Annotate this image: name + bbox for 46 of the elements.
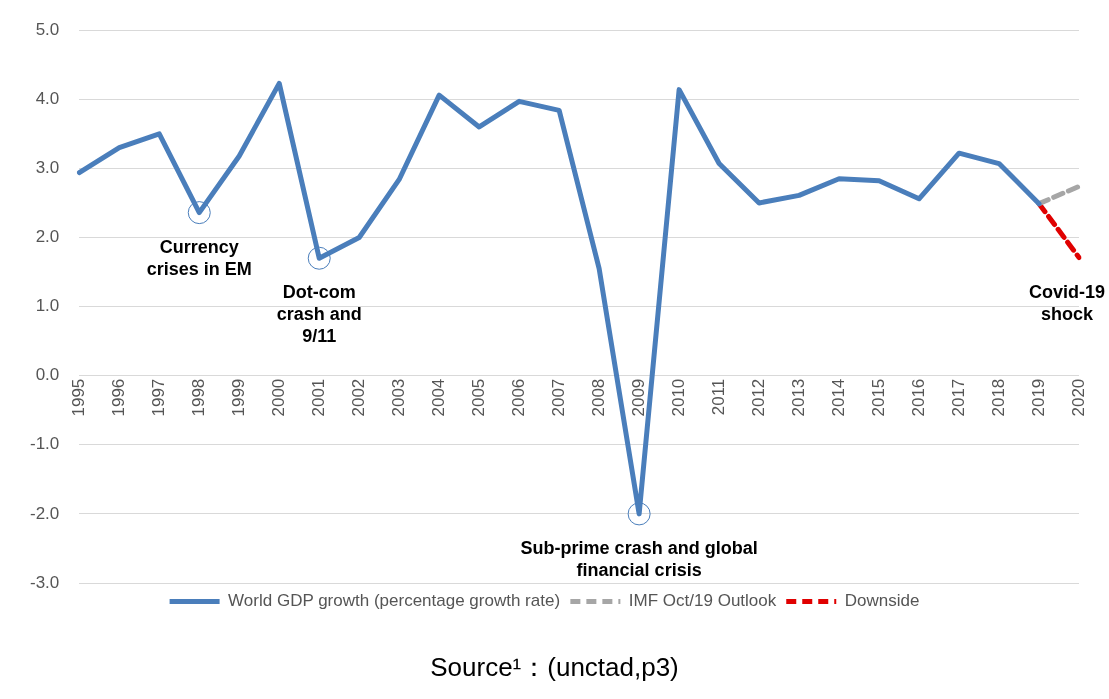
x-tick-label: 1999 bbox=[228, 378, 248, 417]
point bbox=[627, 502, 651, 526]
x-tick-label: 2017 bbox=[948, 378, 968, 417]
x-tick-label: 2014 bbox=[828, 378, 848, 417]
annotation: Covid-19 shock bbox=[1028, 281, 1106, 324]
x-tick-label: 1996 bbox=[108, 378, 128, 417]
y-tick-label: -1.0 bbox=[30, 434, 60, 454]
y-tick-label: 2.0 bbox=[35, 227, 60, 247]
legend-label: Downside bbox=[844, 591, 920, 611]
x-tick-label: 2019 bbox=[1028, 378, 1048, 417]
x-tick-label: 1995 bbox=[68, 378, 88, 417]
x-tick-label: 2006 bbox=[508, 378, 528, 417]
y-tick-label: 1.0 bbox=[35, 296, 60, 316]
annotation: Dot-com crash and 9/11 bbox=[276, 282, 362, 347]
x-tick-label: 2015 bbox=[868, 378, 888, 417]
x-tick-label: 2011 bbox=[708, 378, 728, 416]
annotation: Currency crises in EM bbox=[146, 236, 252, 279]
x-tick-label: 2001 bbox=[308, 378, 328, 417]
x-tick-label: 2007 bbox=[548, 378, 568, 417]
text: Source¹：(unctad,p3) bbox=[429, 651, 680, 684]
annotation: Sub-prime crash and global financial crisis bbox=[520, 537, 758, 580]
x-tick-label: 1997 bbox=[148, 378, 168, 417]
point bbox=[307, 246, 331, 270]
y-tick-label: 3.0 bbox=[35, 158, 60, 178]
y-tick-label: 0.0 bbox=[35, 365, 60, 385]
y-tick-label: 5.0 bbox=[35, 19, 60, 39]
x-tick-label: 2000 bbox=[268, 378, 288, 417]
x-tick-label: 2003 bbox=[388, 378, 408, 417]
x-tick-label: 2002 bbox=[348, 378, 368, 417]
x-tick-label: 2012 bbox=[748, 378, 768, 417]
x-tick-label: 2008 bbox=[588, 378, 608, 417]
x-tick-label: 2013 bbox=[788, 378, 808, 417]
x-tick-label: 2004 bbox=[428, 378, 448, 417]
x-tick-label: 2005 bbox=[468, 378, 488, 417]
x-tick-label: 2018 bbox=[988, 378, 1008, 417]
legend-label: World GDP growth (percentage growth rate) bbox=[228, 591, 561, 611]
x-tick-label: 2016 bbox=[908, 378, 928, 417]
x-tick-label: 2020 bbox=[1068, 378, 1088, 417]
legend-label: IMF Oct/19 Outlook bbox=[628, 591, 777, 611]
x-tick-label: 2010 bbox=[668, 378, 688, 417]
y-tick-label: -3.0 bbox=[30, 572, 60, 592]
x-tick-label: 1998 bbox=[188, 378, 208, 417]
x-tick-label: 2009 bbox=[628, 378, 648, 417]
y-tick-label: -2.0 bbox=[30, 503, 60, 523]
point bbox=[187, 201, 211, 225]
y-tick-label: 4.0 bbox=[35, 88, 60, 108]
